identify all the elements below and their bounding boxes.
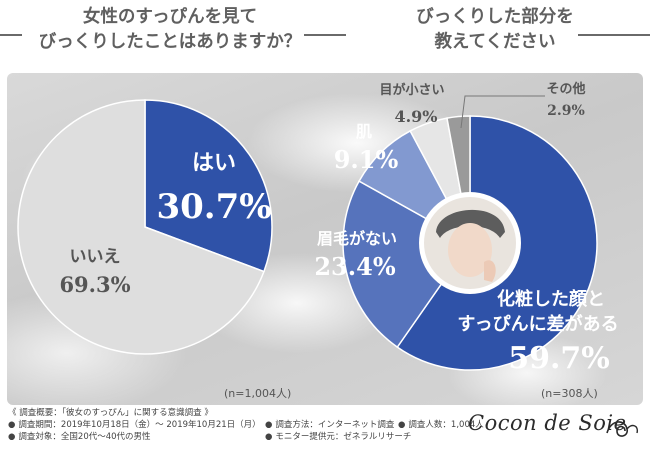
heading-rule-left [0, 34, 22, 36]
survey-count-text: 調査人数：1,004人 [408, 420, 484, 430]
label-skin-name: 肌 [356, 122, 372, 141]
sample-size-note-right: (n=308人) [541, 387, 598, 400]
survey-row-2: ● 調査期間：2019年10月18日（金）～ 2019年10月21日（月） ● 調査… [8, 419, 484, 431]
label-skin-value: 9.1% [334, 145, 399, 174]
label-eyes-name: 目が小さい [379, 82, 444, 98]
leader-line-other [460, 95, 545, 129]
heading-rule-right [578, 34, 650, 36]
logo-ornament-icon [606, 421, 639, 437]
survey-overview: 《 調査概要：「彼女のすっぴん」に関する意識調査 》 ● 調査期間：2019年10… [8, 407, 484, 443]
label-eyes-value: 4.9% [394, 107, 437, 126]
survey-period: ● 調査期間：2019年10月18日（金）～ 2019年10月21日（月） [8, 420, 261, 430]
pie-chart-experience [17, 99, 273, 355]
heading-rule-middle [304, 34, 346, 36]
portrait-hand [484, 260, 496, 282]
left-heading-line-1: 女性のすっぴんを見て [82, 7, 258, 27]
sample-size-note-left: (n=1,004人) [224, 387, 291, 400]
pie-chart-surprise-parts [342, 115, 598, 371]
brand-logo: Cocon de Soie [468, 411, 627, 435]
pie-experience-slice-1 [17, 99, 265, 355]
label-yes-value: 30.7% [156, 187, 271, 227]
survey-provider: ● モニター提供元：ゼネラルリサーチ [265, 431, 411, 443]
right-heading-line-1: びっくりした部分を [416, 7, 574, 27]
label-makeup-value: 59.7% [508, 341, 610, 376]
label-yes-name: はい [192, 150, 236, 176]
right-question-heading: びっくりした部分を 教えてください [350, 5, 640, 63]
label-eyebrow-name: 眉毛がない [317, 229, 397, 248]
bullet-icon: ● [8, 432, 16, 442]
right-heading-line-2: 教えてください [434, 32, 556, 52]
survey-target-text: 調査対象：全国20代～40代の男性 [18, 432, 151, 442]
label-no-value: 69.3% [59, 272, 130, 297]
left-question-heading: 女性のすっぴんを見て びっくりしたことはありますか？ [20, 5, 320, 63]
survey-row-3: ● 調査対象：全国20代～40代の男性 ● モニター提供元：ゼネラルリサーチ [8, 431, 468, 443]
survey-provider-text: モニター提供元：ゼネラルリサーチ [275, 432, 412, 442]
survey-method-text: 調査方法：インターネット調査 [275, 420, 395, 430]
label-no-name: いいえ [70, 247, 121, 267]
label-eyebrow-value: 23.4% [314, 252, 395, 281]
label-other-value: 2.9% [547, 103, 585, 119]
footer: 《 調査概要：「彼女のすっぴん」に関する意識調査 》 ● 調査期間：2019年10… [0, 405, 650, 450]
pie-experience-slice-0 [144, 99, 273, 273]
bullet-icon: ● [265, 420, 273, 430]
pie-surprise-slice-1 [342, 180, 472, 349]
label-other-name: その他 [546, 81, 585, 97]
label-makeup-line-1: 化粧した顔と [497, 288, 605, 310]
bullet-icon: ● [398, 420, 406, 430]
survey-target: ● 調査対象：全国20代～40代の男性 [8, 432, 151, 442]
portrait-face [448, 223, 492, 277]
survey-count: ● 調査人数：1,004人 [398, 419, 484, 431]
survey-summary: 《 調査概要：「彼女のすっぴん」に関する意識調査 》 [8, 408, 213, 418]
survey-method: ● 調査方法：インターネット調査 [265, 419, 394, 431]
bullet-icon: ● [8, 420, 16, 430]
left-heading-line-2: びっくりしたことはありますか？ [38, 32, 302, 52]
label-makeup-line-2: すっぴんに差がある [457, 313, 618, 335]
survey-period-text: 調査期間：2019年10月18日（金）～ 2019年10月21日（月） [18, 420, 261, 430]
bullet-icon: ● [265, 432, 273, 442]
